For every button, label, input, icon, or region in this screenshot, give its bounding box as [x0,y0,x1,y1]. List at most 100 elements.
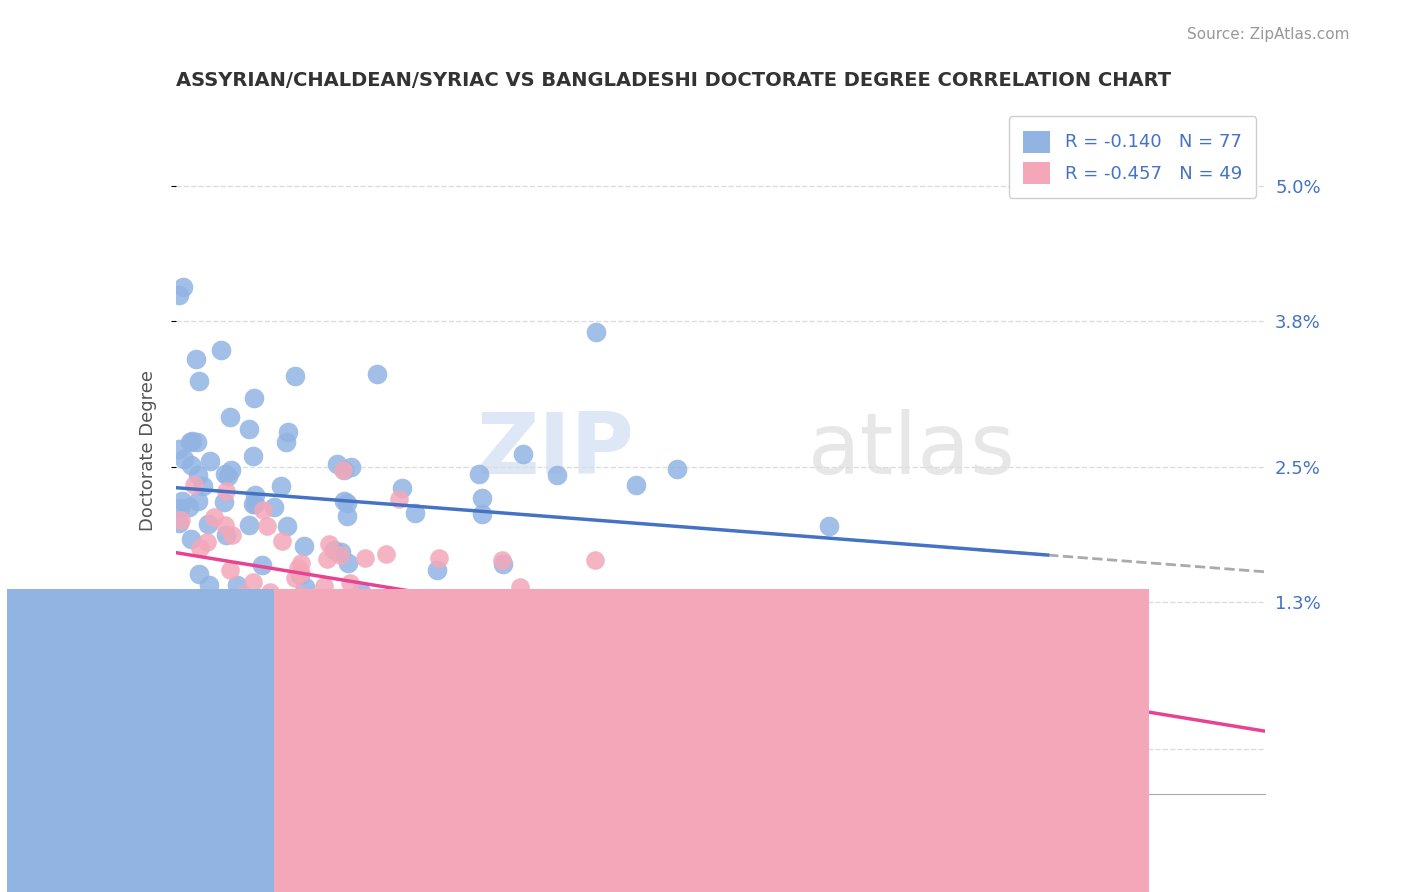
Point [191,479,214,493]
Point [339,576,361,591]
Point [624,478,647,492]
Point [243,667,266,681]
Point [284,369,307,384]
Point [574,635,596,649]
Point [187,652,209,666]
Point [404,506,426,520]
Point [270,479,292,493]
Point [491,553,513,567]
Point [209,599,232,613]
Point [180,532,202,546]
Point [290,556,312,570]
Point [214,483,236,498]
Point [470,507,492,521]
Point [202,510,225,524]
Y-axis label: Doctorate Degree: Doctorate Degree [139,370,157,531]
Point [329,545,352,559]
Point [271,533,294,548]
Point [284,571,307,585]
Point [186,494,208,508]
Point [347,624,370,639]
Point [170,493,193,508]
Text: Bangladeshis: Bangladeshis [738,857,849,875]
Point [318,537,340,551]
Point [172,280,194,294]
Point [492,558,515,572]
Point [232,588,254,602]
Point [194,624,217,639]
Legend: R = -0.140   N = 77, R = -0.457   N = 49: R = -0.140 N = 77, R = -0.457 N = 49 [1008,116,1257,198]
Point [263,500,285,515]
Point [277,425,299,440]
Point [259,585,281,599]
Text: Source: ZipAtlas.com: Source: ZipAtlas.com [1187,27,1350,42]
Point [221,528,243,542]
Point [177,500,200,515]
Point [250,558,273,573]
Point [276,434,298,449]
Point [468,467,491,482]
Point [287,561,309,575]
Point [326,458,349,472]
Point [219,563,242,577]
Point [226,578,249,592]
Point [364,664,387,678]
Point [322,695,344,709]
Point [471,491,494,505]
Text: atlas: atlas [807,409,1015,492]
Point [179,613,201,627]
Point [585,325,607,339]
Point [350,585,373,599]
Point [219,409,242,424]
Point [353,551,375,566]
Point [505,699,527,714]
Point [546,467,568,482]
Point [214,518,236,533]
Point [238,421,260,435]
Point [292,539,315,553]
Point [333,462,356,476]
Point [187,567,209,582]
Point [242,450,264,464]
Point [323,543,346,558]
Point [209,343,232,357]
Point [499,630,522,644]
Point [583,553,606,567]
Point [169,500,191,515]
Point [190,541,212,555]
Point [256,518,278,533]
Point [194,614,217,628]
Point [238,518,260,533]
Text: 0.0%: 0.0% [176,822,218,839]
Point [243,488,266,502]
Point [332,494,354,508]
Point [243,392,266,406]
Point [243,497,266,511]
Point [214,467,236,482]
Text: Assyrians/Chaldeans/Syriacs: Assyrians/Chaldeans/Syriacs [471,857,709,875]
Point [388,491,411,506]
Point [399,663,422,677]
Point [290,590,312,604]
Point [173,452,195,467]
Point [302,612,325,626]
Point [180,458,202,472]
Point [315,552,337,566]
Point [186,435,208,450]
Point [200,454,222,468]
Point [187,467,209,482]
Point [329,548,352,562]
Point [666,462,689,476]
Point [512,447,534,461]
Point [184,351,207,366]
Point [426,564,449,578]
Point [219,463,242,477]
Point [285,595,308,609]
Point [308,608,330,623]
Point [893,719,915,733]
Point [509,580,531,594]
Point [215,528,238,542]
Point [169,516,191,530]
Point [198,577,221,591]
Point [252,503,274,517]
